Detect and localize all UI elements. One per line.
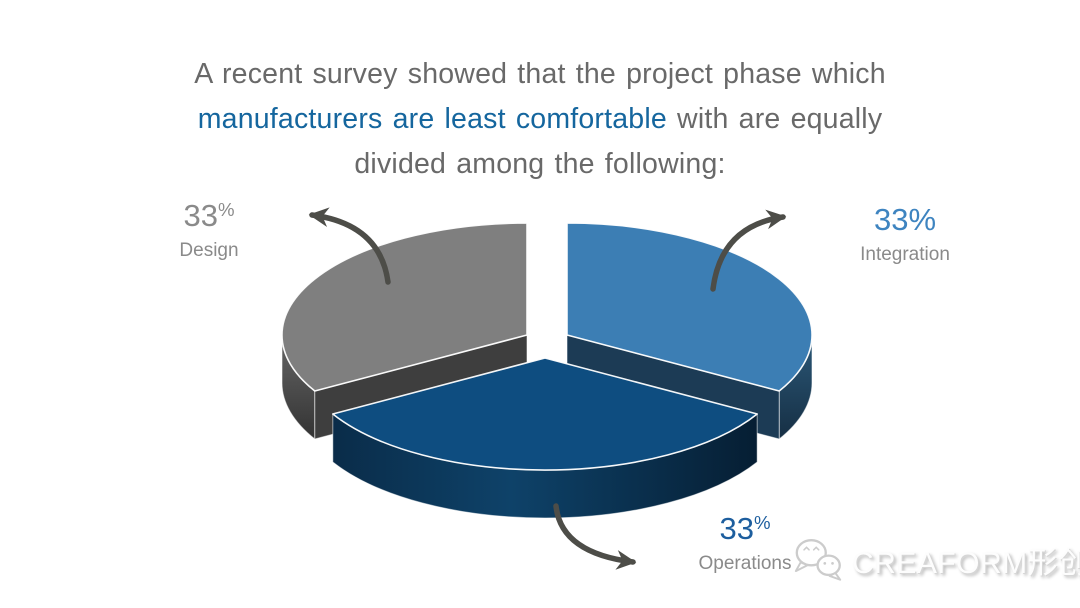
- slice-label-integration: 33% Integration: [860, 204, 950, 266]
- watermark-text: CREAFORM形创: [852, 546, 1080, 580]
- operations-arrow: [553, 503, 637, 570]
- integration-slice-top: [566, 222, 813, 392]
- pie-slice-operations: [332, 357, 758, 519]
- wechat-icon: [794, 539, 842, 581]
- design-value: 33%: [183, 198, 235, 233]
- integration-arrow: [710, 209, 787, 292]
- design-slice-top: [281, 222, 528, 392]
- watermark: CREAFORM形创: [791, 536, 1080, 583]
- operations-label: Operations: [698, 553, 792, 574]
- integration-percent-sign: %: [908, 202, 937, 237]
- operations-slice-top: [332, 357, 758, 471]
- title-line-2-rest: with are equally: [666, 103, 883, 135]
- operations-percent-sign: %: [753, 511, 771, 533]
- title-line-1: A recent survey showed that the project …: [194, 58, 886, 90]
- title-line-2: manufacturers are least comfortable with…: [0, 97, 1080, 142]
- callout-arrows: [308, 207, 787, 570]
- design-label: Design: [179, 240, 239, 261]
- chart-title: A recent survey showed that the project …: [0, 52, 1080, 187]
- title-line-3: divided among the following:: [354, 148, 726, 180]
- design-percent-sign: %: [217, 198, 235, 220]
- title-highlight: manufacturers are least comfortable: [197, 103, 667, 135]
- operations-value: 33%: [719, 511, 771, 546]
- design-arrow: [308, 207, 391, 285]
- integration-label: Integration: [860, 244, 950, 265]
- slice-label-operations: 33% Operations: [699, 513, 792, 575]
- integration-value: 33%: [873, 202, 937, 237]
- slice-label-design: 33% Design: [179, 200, 238, 262]
